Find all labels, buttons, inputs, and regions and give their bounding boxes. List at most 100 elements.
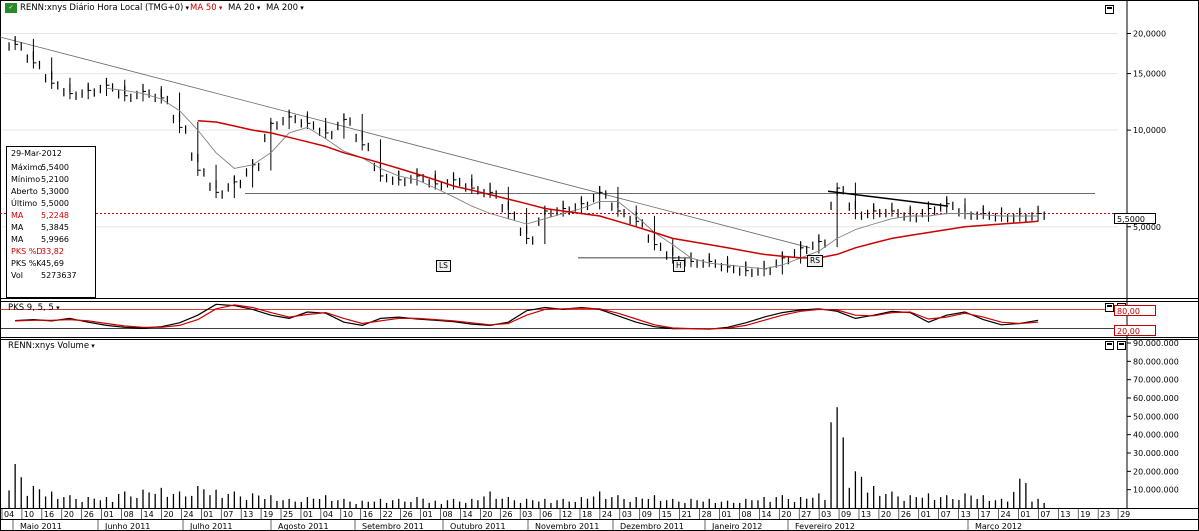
oscillator-title[interactable]: PKS 9, 5, 5 ▾ xyxy=(8,303,60,313)
x-day-label: 07 xyxy=(223,510,233,519)
x-day-label: 08 xyxy=(442,510,452,519)
x-day-label: 20 xyxy=(482,510,492,519)
x-day-label: 26 xyxy=(502,510,512,519)
data-row-volume: Vol 5273637 xyxy=(11,271,77,280)
chevron-down-icon[interactable]: ▾ xyxy=(53,304,60,312)
volume-y-tick-label: 20.000.000 xyxy=(1133,467,1179,476)
x-day-label: 08 xyxy=(124,510,134,519)
x-day-label: 01 xyxy=(721,510,731,519)
x-day-label: 28 xyxy=(702,510,712,519)
volume-y-tick-label: 50.000.000 xyxy=(1133,412,1179,421)
x-month-label: Maio 2011 xyxy=(20,522,62,531)
x-day-label: 20 xyxy=(781,510,791,519)
descending-trendline xyxy=(0,36,811,249)
symbol-label[interactable]: RENN:xnys Diário Hora Local (TMG+0) ▾ xyxy=(20,3,190,13)
x-day-label: 03 xyxy=(522,510,532,519)
x-day-label: 22 xyxy=(383,510,393,519)
x-month-label: Janeiro 2012 xyxy=(711,522,762,531)
x-day-label: 17 xyxy=(981,510,991,519)
x-day-label: 08 xyxy=(741,510,751,519)
x-month-label: Setembro 2011 xyxy=(362,522,424,531)
price-y-tick-label: 20,0000 xyxy=(1133,29,1166,38)
x-day-label: 13 xyxy=(961,510,971,519)
x-day-label: 19 xyxy=(263,510,273,519)
x-day-label: 13 xyxy=(243,510,253,519)
volume-pane-close-icon[interactable] xyxy=(1117,341,1126,350)
chevron-down-icon[interactable]: ▾ xyxy=(216,4,223,12)
x-day-label: 04 xyxy=(4,510,14,519)
pattern-label-ls[interactable]: LS xyxy=(436,260,451,272)
x-day-label: 12 xyxy=(562,510,572,519)
x-day-label: 01 xyxy=(203,510,213,519)
x-day-label: 07 xyxy=(1040,510,1050,519)
last-price-tag: 5,5000 xyxy=(1114,213,1156,224)
osc-upper-tag: 80,00 xyxy=(1114,305,1156,316)
x-day-label: 14 xyxy=(462,510,472,519)
volume-pane-minimize-icon[interactable] xyxy=(1105,341,1114,350)
chevron-down-icon[interactable]: ▾ xyxy=(254,4,261,12)
data-row-ma50: MA 5,2248 xyxy=(11,211,69,220)
x-day-label: 24 xyxy=(602,510,612,519)
volume-y-tick-label: 40.000.000 xyxy=(1133,431,1179,440)
x-day-label: 29 xyxy=(1120,510,1130,519)
x-month-label: Junho 2011 xyxy=(104,522,150,531)
x-day-label: 09 xyxy=(841,510,851,519)
x-day-label: 19 xyxy=(1080,510,1090,519)
x-month-label: Outubro 2011 xyxy=(450,522,506,531)
pks-d-line xyxy=(15,304,1039,330)
chart-app-icon[interactable]: ✓ xyxy=(5,3,17,13)
ma200-label[interactable]: MA 200 ▾ xyxy=(266,3,304,13)
x-month-label: Fevereiro 2012 xyxy=(795,522,855,531)
data-window: 29-Mar-2012 Máximo 5,5400 Mínimo 5,2100 Ab… xyxy=(6,146,96,298)
x-day-label: 10 xyxy=(343,510,353,519)
volume-y-tick-label: 60.000.000 xyxy=(1133,394,1179,403)
chevron-down-icon[interactable]: ▾ xyxy=(89,342,95,350)
volume-y-tick-label: 90.000.000 xyxy=(1133,339,1179,348)
x-day-label: 16 xyxy=(363,510,373,519)
volume-y-tick-label: 10.000.000 xyxy=(1133,486,1179,495)
x-day-label: 01 xyxy=(423,510,433,519)
x-day-label: 09 xyxy=(642,510,652,519)
x-day-label: 14 xyxy=(761,510,771,519)
chevron-down-icon[interactable]: ▾ xyxy=(183,4,190,12)
ma50-label[interactable]: MA 50 ▾ xyxy=(190,3,223,13)
x-month-label: Dezembro 2011 xyxy=(620,522,684,531)
x-day-label: 26 xyxy=(901,510,911,519)
volume-title[interactable]: RENN:xnys Volume ▾ xyxy=(8,341,95,351)
x-day-label: 07 xyxy=(941,510,951,519)
pattern-label-rs[interactable]: RS xyxy=(807,255,823,267)
x-day-label: 15 xyxy=(662,510,672,519)
x-day-label: 21 xyxy=(682,510,692,519)
x-day-label: 06 xyxy=(542,510,552,519)
x-day-label: 20 xyxy=(163,510,173,519)
x-day-label: 20 xyxy=(64,510,74,519)
ma20-label[interactable]: MA 20 ▾ xyxy=(228,3,261,13)
osc-pane-minimize-icon[interactable] xyxy=(1105,303,1114,312)
x-day-label: 20 xyxy=(881,510,891,519)
pattern-label-h[interactable]: H xyxy=(673,260,685,272)
x-day-label: 26 xyxy=(403,510,413,519)
ma20-line xyxy=(106,87,1039,270)
x-day-label: 16 xyxy=(44,510,54,519)
x-day-label: 10 xyxy=(24,510,34,519)
x-day-label: 24 xyxy=(1000,510,1010,519)
chevron-down-icon[interactable]: ▾ xyxy=(298,4,304,12)
data-row-open: Aberto 5,3000 xyxy=(11,187,69,196)
price-y-tick-label: 15,0000 xyxy=(1133,70,1166,79)
osc-lower-tag: 20,00 xyxy=(1114,325,1156,336)
x-day-label: 03 xyxy=(821,510,831,519)
x-day-label: 13 xyxy=(1060,510,1070,519)
x-month-label: Novembro 2011 xyxy=(535,522,599,531)
x-day-label: 01 xyxy=(104,510,114,519)
x-day-label: 13 xyxy=(861,510,871,519)
pks-k-line xyxy=(15,303,1039,330)
price-y-tick-label: 5,0000 xyxy=(1133,223,1161,232)
x-month-label: Março 2012 xyxy=(975,522,1022,531)
data-row-pks-d: PKS %D 33,82 xyxy=(11,247,64,256)
price-y-tick-label: 10,0000 xyxy=(1133,126,1166,135)
x-day-label: 27 xyxy=(801,510,811,519)
x-day-label: 04 xyxy=(323,510,333,519)
price-pane-minimize-icon[interactable] xyxy=(1105,5,1114,14)
volume-y-tick-label: 80.000.000 xyxy=(1133,357,1179,366)
